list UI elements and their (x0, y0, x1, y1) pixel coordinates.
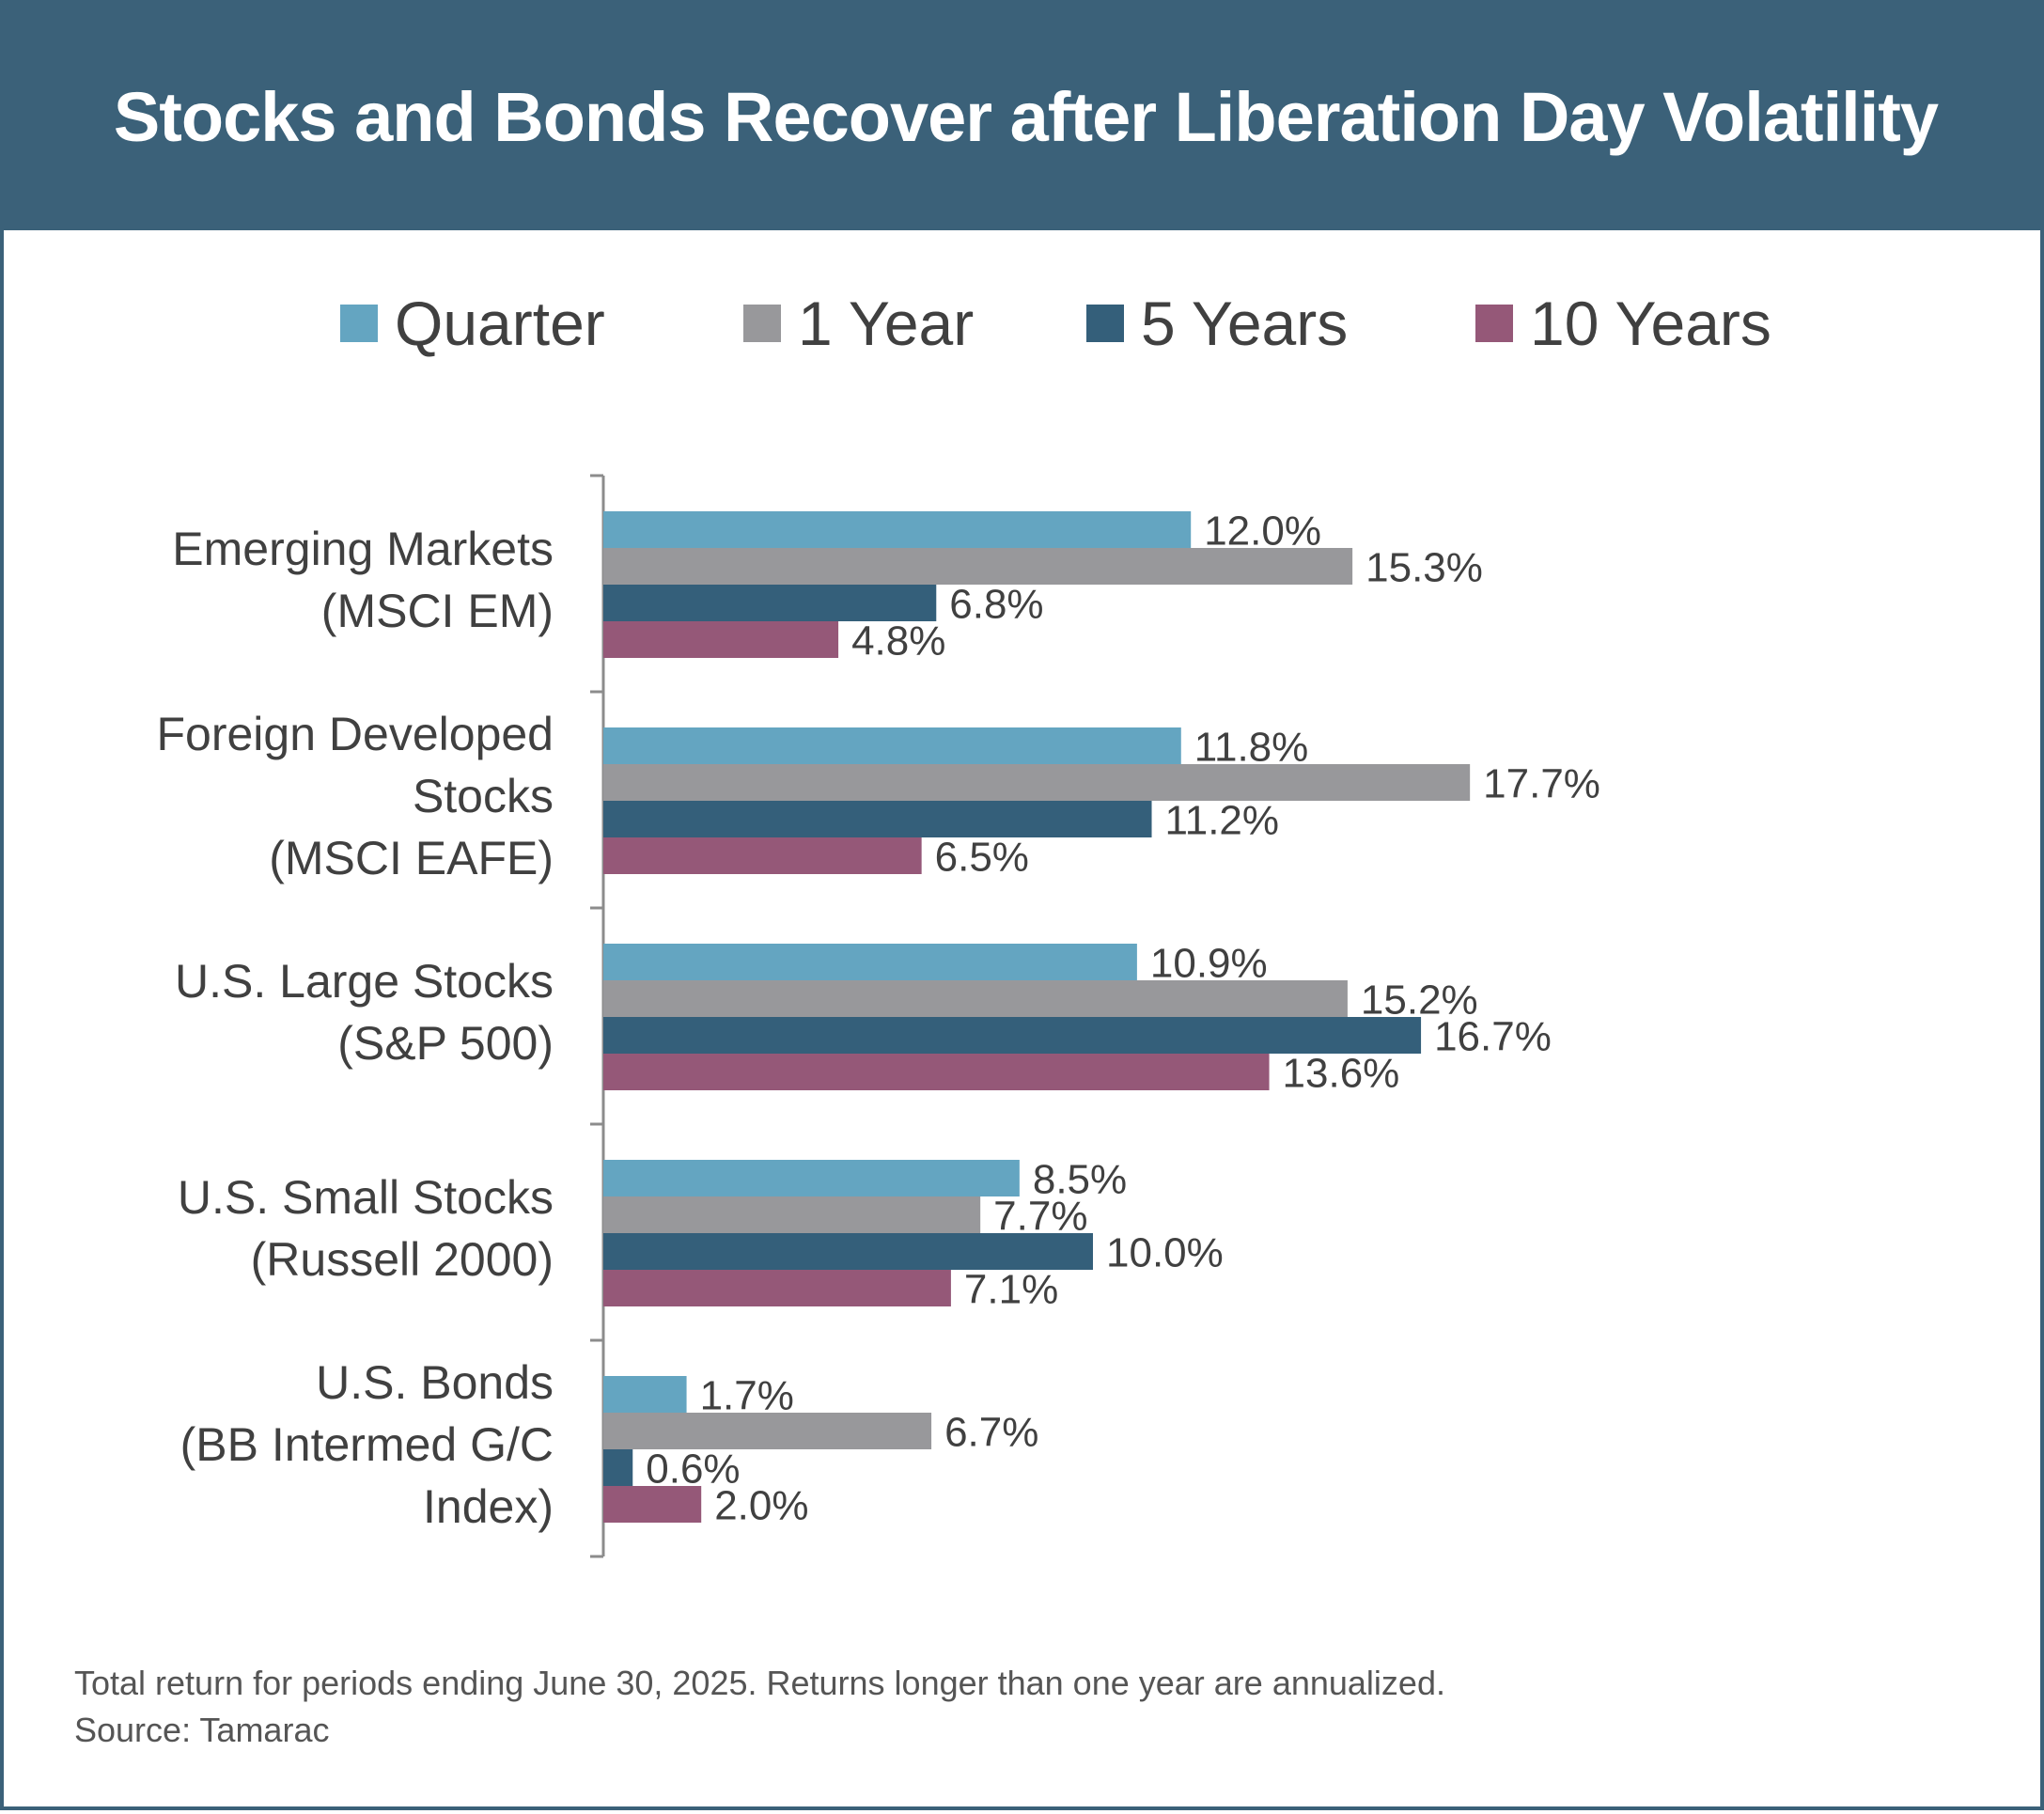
data-label: 16.7% (1434, 1014, 1552, 1060)
data-label: 10.9% (1150, 941, 1268, 987)
data-label: 6.5% (935, 835, 1029, 881)
bar-chart: Emerging Markets (MSCI EM) 12.0% 15.3% 6.8%4… (157, 474, 1600, 1558)
footnote-source: Source: Tamarac (74, 1711, 330, 1749)
legend-swatch-1-year (743, 305, 781, 342)
data-label: 17.7% (1483, 761, 1600, 807)
bar-5-years (603, 801, 1152, 837)
data-label: 7.7% (993, 1194, 1087, 1240)
legend-swatch-quarter (340, 305, 378, 342)
bar-5-years (603, 1233, 1093, 1270)
footnote: Total return for periods ending June 30,… (74, 1660, 1445, 1754)
bar-quarter (603, 727, 1181, 764)
data-label: 6.8% (949, 582, 1043, 628)
category-label: Emerging Markets (MSCI EM) (172, 523, 554, 637)
data-label: 0.6% (646, 1447, 740, 1493)
footnote-returns-note: Total return for periods ending June 30,… (74, 1664, 1445, 1702)
data-label: 8.5% (1033, 1157, 1127, 1203)
data-label: 4.8% (851, 618, 945, 665)
legend-label-5-years: 5 Years (1141, 289, 1349, 358)
category-label: U.S. Large Stocks (S&P 500) (175, 955, 554, 1070)
legend-label-10-years: 10 Years (1530, 289, 1771, 358)
bar-5-years (603, 1017, 1422, 1054)
legend-label-1-year: 1 Year (798, 289, 975, 358)
data-label: 10.0% (1106, 1230, 1224, 1276)
data-label: 13.6% (1283, 1051, 1400, 1097)
legend-label-quarter: Quarter (395, 289, 605, 358)
data-label: 15.3% (1365, 545, 1483, 591)
bar-10-years (603, 1270, 951, 1306)
bar-quarter (603, 511, 1192, 548)
bar-10-years (603, 837, 922, 874)
data-label: 6.7% (944, 1410, 1038, 1456)
category-label: Foreign Developed Stocks (MSCI EAFE) (157, 708, 554, 884)
title-banner: Stocks and Bonds Recover after Liberatio… (4, 4, 2044, 230)
bar-1-year (603, 1196, 981, 1233)
category-label: U.S. Bonds (BB Intermed G/C Index) (180, 1356, 554, 1533)
data-label: 11.2% (1165, 798, 1280, 844)
data-label: 7.1% (964, 1267, 1058, 1313)
legend-item-10-years: 10 Years (1475, 286, 1771, 361)
legend-item-1-year: 1 Year (743, 286, 974, 361)
legend-swatch-10-years (1475, 305, 1513, 342)
bar-5-years (603, 1449, 633, 1486)
bar-quarter (603, 1160, 1020, 1196)
legend-item-5-years: 5 Years (1086, 286, 1348, 361)
bar-1-year (603, 1413, 932, 1449)
chart-title: Stocks and Bonds Recover after Liberatio… (113, 78, 1939, 156)
bar-1-year (603, 764, 1471, 801)
bar-quarter (603, 1376, 687, 1413)
bar-10-years (603, 1486, 702, 1523)
data-label: 1.7% (700, 1373, 794, 1419)
category-label: U.S. Small Stocks (Russell 2000) (178, 1171, 554, 1286)
bar-5-years (603, 585, 937, 621)
bar-1-year (603, 548, 1353, 585)
bar-10-years (603, 621, 839, 658)
data-label: 2.0% (714, 1483, 808, 1529)
legend-swatch-5-years (1086, 305, 1124, 342)
bar-10-years (603, 1054, 1270, 1090)
legend: Quarter 1 Year 5 Years 10 Years (4, 286, 2044, 361)
bar-1-year (603, 980, 1348, 1017)
data-label: 15.2% (1361, 977, 1478, 1024)
legend-item-quarter: Quarter (340, 286, 605, 361)
data-label: 12.0% (1204, 508, 1321, 555)
data-label: 11.8% (1194, 725, 1309, 771)
bar-quarter (603, 944, 1137, 980)
